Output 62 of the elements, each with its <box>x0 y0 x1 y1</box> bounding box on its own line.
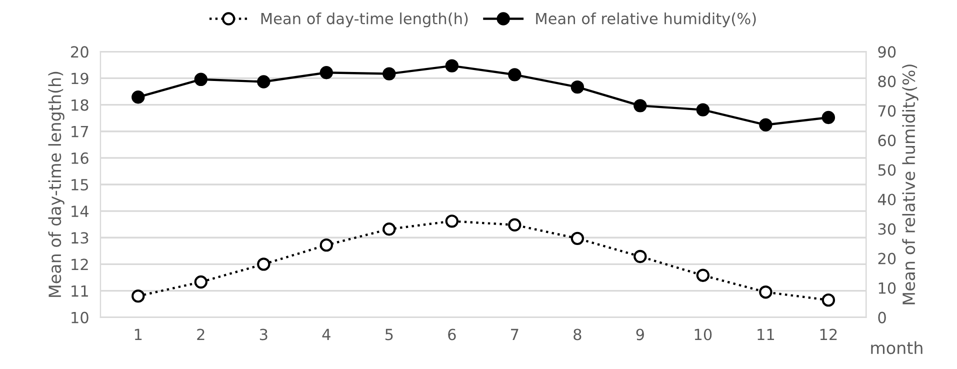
y-tick-label: 20 <box>71 46 88 58</box>
y2-tick-label: 70 <box>878 105 896 117</box>
y-tick-label: 11 <box>72 285 88 297</box>
x-tick-label: 4 <box>322 328 330 340</box>
point <box>445 214 459 228</box>
point <box>382 67 396 80</box>
point <box>320 66 333 80</box>
y2-tick-label: 20 <box>878 252 896 264</box>
point <box>382 222 396 236</box>
y-tick-label: 14 <box>72 206 89 217</box>
y-tick-label: 16 <box>72 152 88 164</box>
y2-tick-label: 30 <box>878 223 896 235</box>
x-tick-label: 12 <box>820 328 837 340</box>
point <box>822 110 836 124</box>
point <box>634 250 647 264</box>
point <box>194 72 208 86</box>
y-tick-label: 17 <box>72 126 88 138</box>
point <box>508 68 522 82</box>
point <box>822 293 836 307</box>
y-tick-label: 12 <box>72 258 88 270</box>
y-tick-label: 15 <box>72 179 88 191</box>
x-axis-title: month <box>871 341 922 354</box>
x-tick-label: 5 <box>385 328 393 340</box>
y-tick-label: 13 <box>72 232 88 244</box>
x-tick-label: 9 <box>636 328 644 340</box>
y2-tick-label: 80 <box>878 76 896 88</box>
y2-tick-label: 0 <box>878 312 886 324</box>
y-tick-label: 19 <box>72 72 88 84</box>
y2-tick-label: 50 <box>878 164 896 176</box>
x-tick-label: 3 <box>260 328 268 340</box>
legend-label: Mean of relative humidity(%) <box>536 12 756 28</box>
x-tick-label: 6 <box>448 328 456 340</box>
point <box>132 90 145 104</box>
point <box>570 232 584 246</box>
point <box>194 275 208 289</box>
legend-label: Mean of day-time length(h) <box>261 12 468 28</box>
x-tick-label: 10 <box>694 328 712 340</box>
point <box>634 99 647 112</box>
y-axis-title: Mean of day-time length(h) <box>48 72 64 297</box>
point <box>696 268 710 282</box>
point <box>759 118 772 132</box>
x-tick-label: 8 <box>574 328 582 340</box>
y2-tick-label: 40 <box>878 194 896 206</box>
y-tick-label: 18 <box>72 99 88 111</box>
point <box>320 238 333 252</box>
point <box>257 75 270 88</box>
point <box>696 103 710 116</box>
point <box>132 289 145 303</box>
y2-axis-title: Mean of relative humidity(%) <box>902 64 918 304</box>
x-tick-label: 11 <box>758 328 774 340</box>
y2-tick-label: 10 <box>878 282 896 294</box>
x-tick-label: 7 <box>511 328 518 340</box>
point <box>257 258 270 271</box>
y-tick-label: 10 <box>72 312 88 324</box>
point <box>759 286 772 299</box>
point <box>570 80 584 94</box>
y2-tick-label: 60 <box>878 134 896 146</box>
y2-tick-label: 90 <box>878 46 896 58</box>
x-tick-label: 2 <box>197 328 204 340</box>
x-tick-label: 1 <box>134 328 142 340</box>
point <box>445 59 459 72</box>
point <box>508 218 522 232</box>
